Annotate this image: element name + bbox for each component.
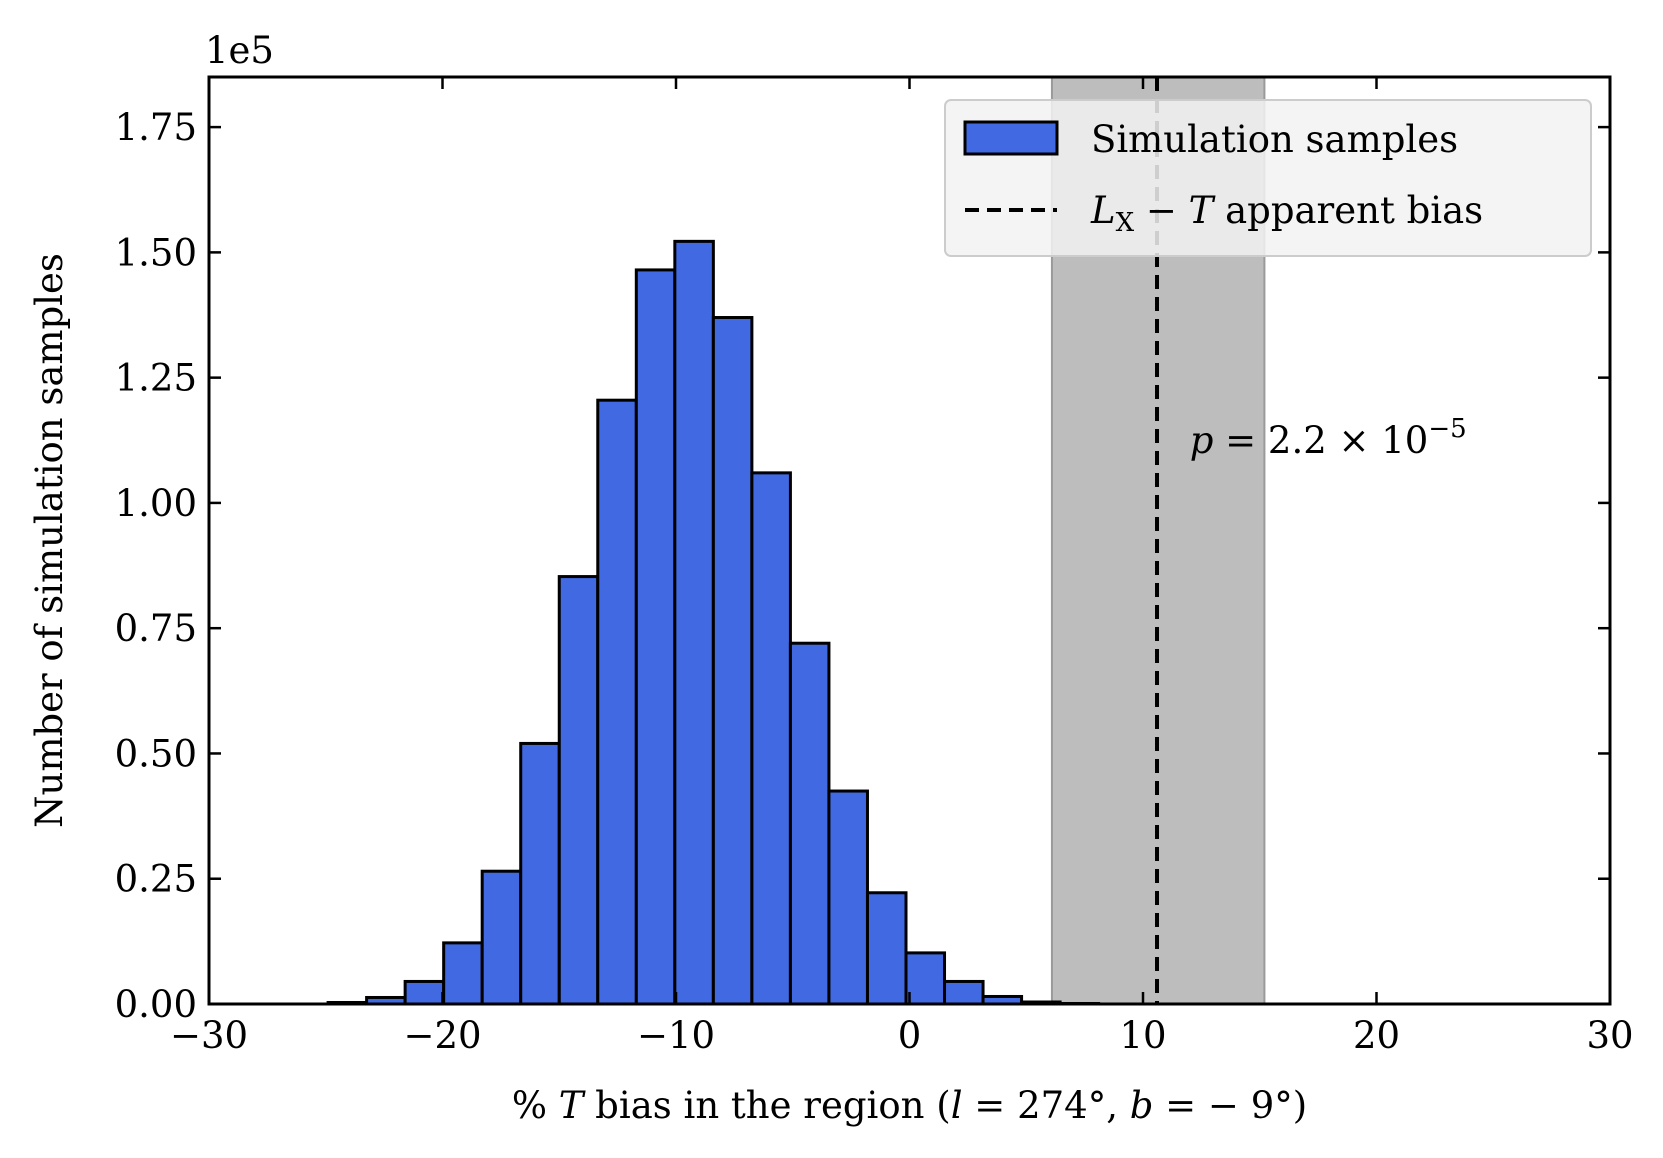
legend-swatch-simulation [963,120,1059,156]
histogram-bar [557,575,600,1006]
legend-box [944,99,1592,257]
histogram-bar [750,471,792,1006]
p-value-annotation: p = 2.2 × 10−5 [1190,414,1467,462]
histogram-bar [865,891,908,1006]
legend-label-bias: LX − T apparent bias [1090,189,1483,238]
legend: Simulation samples LX − T apparent bias [944,99,1592,257]
x-tick-label: 0 [898,1014,922,1057]
histogram-bar [480,869,523,1006]
y-tick-label: 0.00 [115,983,197,1026]
histogram-bars [326,239,1101,1006]
x-axis-label: % T bias in the region (l = 274°, b = − … [512,1084,1307,1127]
y-scale-multiplier: 1e5 [205,29,274,72]
histogram-bar [634,268,677,1006]
y-tick-label: 1.50 [115,231,197,274]
x-axis-ticks: −30 −20 −10 0 10 20 30 [170,77,1634,1057]
y-tick-label: 1.25 [115,357,197,400]
histogram-bar [403,979,446,1006]
y-tick-label: 0.25 [115,858,197,901]
histogram-bar [442,941,484,1006]
histogram-bar [904,951,947,1006]
histogram-bar [519,741,561,1006]
x-tick-label: −30 [170,1014,248,1057]
y-tick-label: 0.50 [115,732,197,775]
y-axis-ticks: 0.00 0.25 0.50 0.75 1.00 1.25 1.50 1.75 [115,106,1610,1026]
y-tick-label: 1.00 [115,482,197,525]
x-tick-label: −10 [637,1014,715,1057]
x-tick-label: 20 [1353,1014,1400,1057]
y-tick-label: 1.75 [115,106,197,149]
histogram-bar [673,239,715,1006]
histogram-bar [943,979,985,1006]
y-tick-label: 0.75 [115,607,197,650]
histogram-bar [596,398,638,1006]
x-tick-label: 30 [1586,1014,1633,1057]
histogram-bar [827,789,869,1006]
x-tick-label: 10 [1119,1014,1166,1057]
legend-label-simulation: Simulation samples [1091,118,1458,161]
histogram-bar [788,641,831,1006]
x-tick-label: −20 [403,1014,481,1057]
histogram-bar [711,316,754,1006]
y-axis-label: Number of simulation samples [28,253,71,828]
